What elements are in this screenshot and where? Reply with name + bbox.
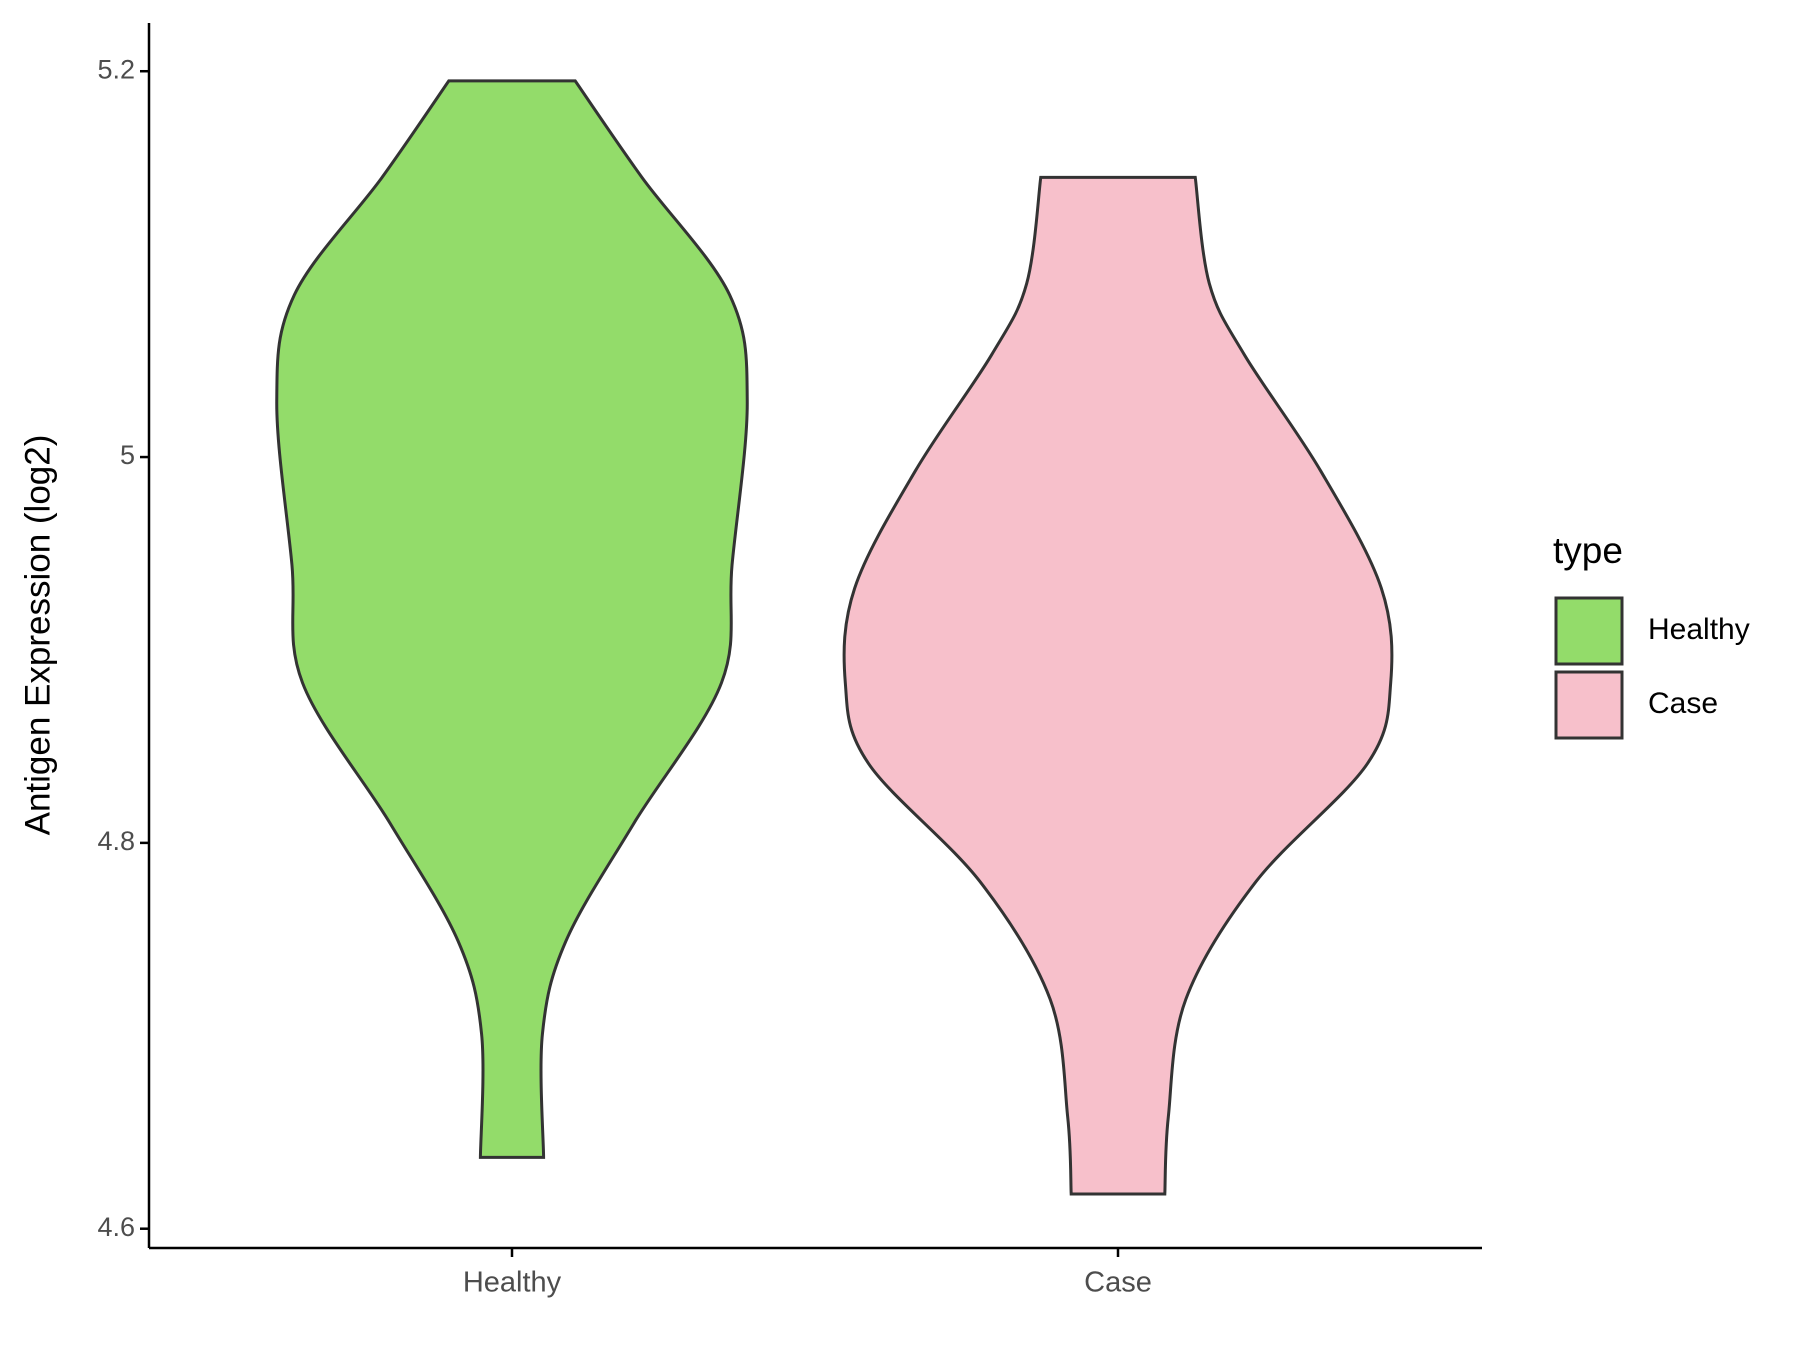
violin bbox=[275, 79, 749, 1159]
violin bbox=[842, 175, 1394, 1196]
x-tick-label: Case bbox=[1084, 1267, 1152, 1299]
y-axis-label: Antigen Expression (log2) bbox=[18, 435, 57, 836]
legend-key bbox=[1554, 596, 1624, 666]
legend-label: Case bbox=[1648, 687, 1718, 720]
y-tick-label: 4.6 bbox=[97, 1212, 135, 1242]
y-tick-label: 4.8 bbox=[97, 826, 135, 856]
x-tick-label: Healthy bbox=[463, 1267, 562, 1299]
legend-title: type bbox=[1553, 530, 1623, 571]
legend-key bbox=[1554, 670, 1624, 740]
legend-label: Healthy bbox=[1648, 613, 1750, 646]
y-tick-label: 5.2 bbox=[97, 54, 135, 84]
y-tick-label: 5 bbox=[120, 440, 135, 470]
